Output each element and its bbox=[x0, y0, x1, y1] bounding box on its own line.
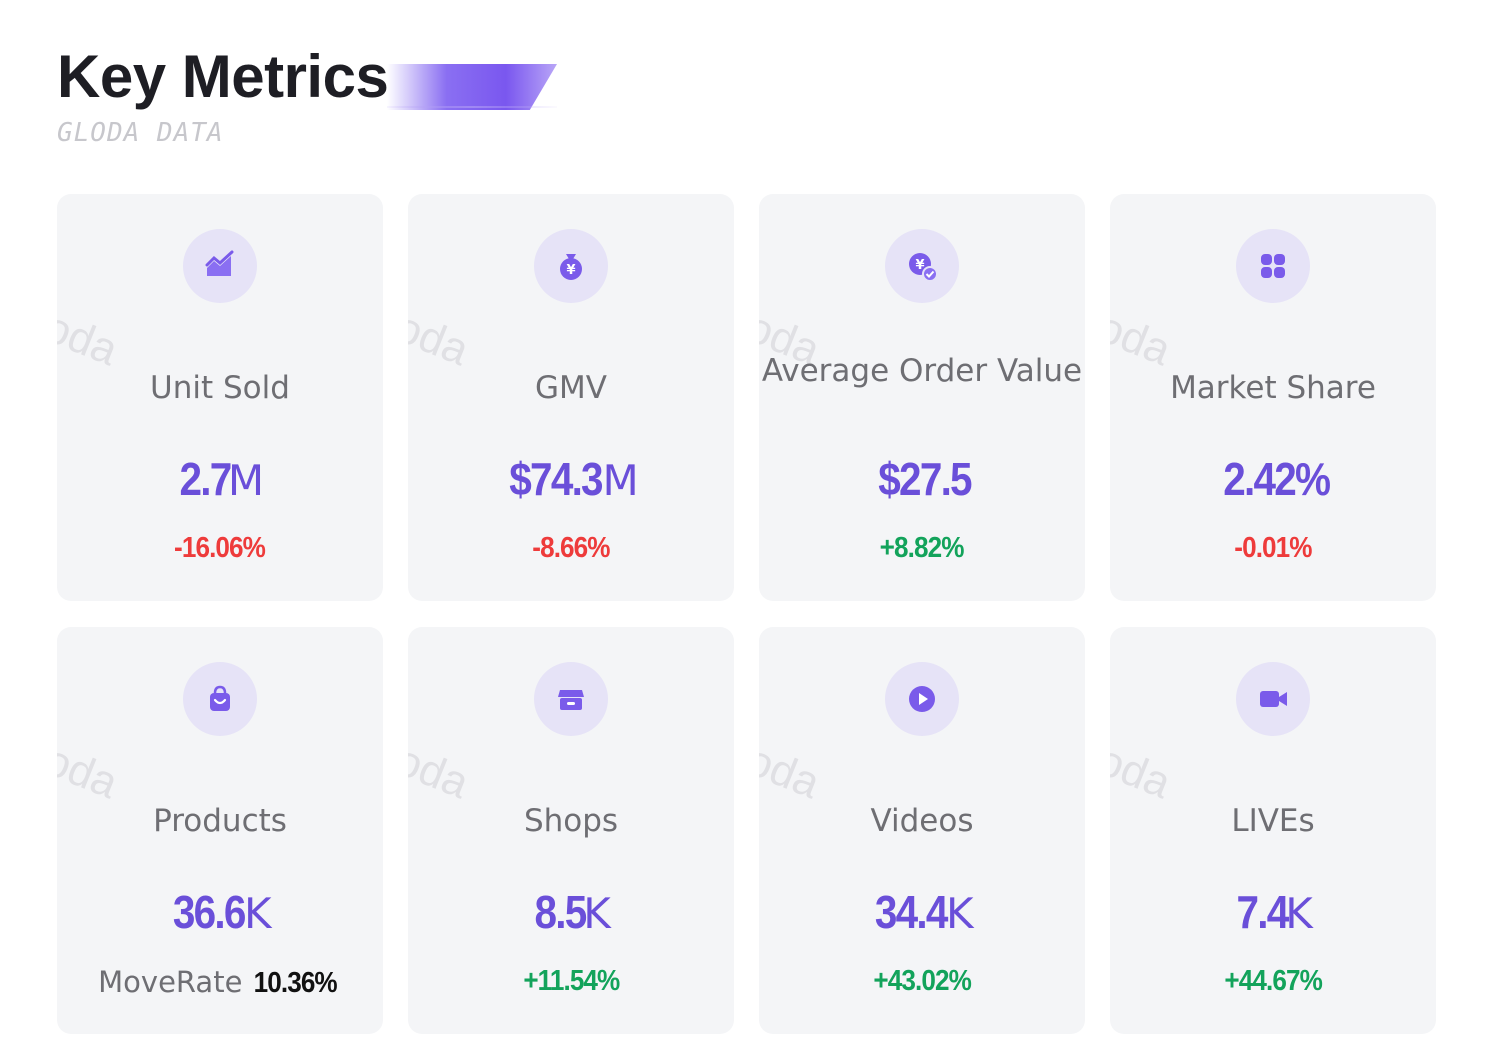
coin-check-icon: ¥ bbox=[885, 229, 959, 303]
metric-label: Market Share bbox=[1170, 370, 1376, 406]
metric-label: Shops bbox=[523, 803, 619, 839]
metric-label: Average Order Value bbox=[761, 353, 1083, 389]
svg-text:¥: ¥ bbox=[915, 258, 924, 273]
metric-card-average-order-value: Gloda ¥ Average Order Value $27.5 +8.82% bbox=[759, 194, 1085, 601]
svg-text:¥: ¥ bbox=[566, 263, 575, 278]
metric-label: GMV bbox=[535, 370, 607, 406]
page-title: Key Metrics bbox=[57, 43, 389, 110]
metric-card-market-share: Gloda Market Share 2.42% -0.01% bbox=[1110, 194, 1436, 601]
metric-value: 34.4K bbox=[875, 886, 974, 938]
metric-value: $74.3M bbox=[509, 453, 639, 505]
metric-value: 36.6K bbox=[173, 886, 272, 938]
section-header: Key Metrics GLODA DATA bbox=[57, 42, 557, 162]
shop-icon bbox=[534, 662, 608, 736]
watermark: Gloda bbox=[1110, 285, 1178, 376]
metric-label: LIVEs bbox=[1231, 803, 1315, 839]
metric-value: 2.42% bbox=[1223, 453, 1331, 505]
metric-label: Products bbox=[153, 803, 287, 839]
metric-card-shops: Gloda Shops 8.5K +11.54% bbox=[408, 627, 734, 1034]
metric-card-products: Gloda Products 36.6K MoveRate 10.36% bbox=[57, 627, 383, 1034]
metric-card-videos: Gloda Videos 34.4K +43.02% bbox=[759, 627, 1085, 1034]
watermark: Gloda bbox=[408, 285, 476, 376]
grid-icon bbox=[1236, 229, 1310, 303]
metric-label: Videos bbox=[870, 803, 974, 839]
watermark: Gloda bbox=[759, 718, 827, 809]
metric-change: +44.67% bbox=[1224, 965, 1322, 997]
watermark: Gloda bbox=[57, 285, 125, 376]
money-bag-icon: ¥ bbox=[534, 229, 608, 303]
trend-chart-icon bbox=[183, 229, 257, 303]
metric-change: -16.06% bbox=[174, 532, 267, 564]
metric-change: +43.02% bbox=[873, 965, 971, 997]
metric-card-lives: Gloda LIVEs 7.4K +44.67% bbox=[1110, 627, 1436, 1034]
metric-move-rate: MoveRate 10.36% bbox=[98, 965, 338, 999]
shopping-bag-icon bbox=[183, 662, 257, 736]
metric-value: 8.5K bbox=[534, 886, 611, 938]
title-decoration bbox=[387, 64, 557, 110]
metric-change: +8.82% bbox=[880, 532, 965, 564]
watermark: Gloda bbox=[57, 718, 125, 809]
watermark: Gloda bbox=[408, 718, 476, 809]
metric-value: 2.7M bbox=[179, 453, 265, 505]
video-camera-icon bbox=[1236, 662, 1310, 736]
title-underline bbox=[387, 106, 557, 108]
metric-value: 7.4K bbox=[1236, 886, 1313, 938]
metric-change: -0.01% bbox=[1234, 532, 1312, 564]
metric-card-gmv: Gloda ¥ GMV $74.3M -8.66% bbox=[408, 194, 734, 601]
page-subtitle: GLODA DATA bbox=[57, 118, 224, 148]
watermark: Gloda bbox=[1110, 718, 1178, 809]
metric-change: +11.54% bbox=[522, 965, 620, 997]
metric-label: Unit Sold bbox=[150, 370, 290, 406]
metric-change: -8.66% bbox=[532, 532, 610, 564]
metric-value: $27.5 bbox=[878, 453, 973, 505]
metric-card-unit-sold: Gloda Unit Sold 2.7M -16.06% bbox=[57, 194, 383, 601]
play-icon bbox=[885, 662, 959, 736]
